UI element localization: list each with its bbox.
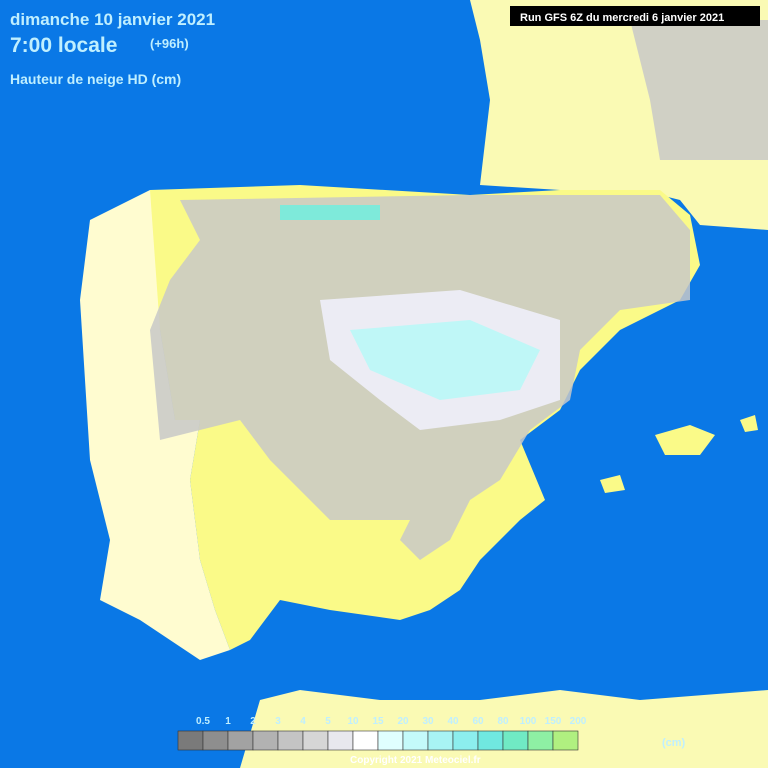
legend-swatch: [202, 730, 229, 751]
legend-label: 150: [545, 716, 562, 727]
legend-label: 100: [520, 716, 537, 727]
legend-unit: (cm): [662, 737, 686, 749]
legend-swatch: [227, 730, 254, 751]
legend-swatch: [552, 730, 579, 751]
date: dimanche 10 janvier 2021: [10, 10, 215, 29]
legend-label: 30: [422, 716, 434, 727]
legend-swatch: [377, 730, 404, 751]
africa: [240, 690, 768, 768]
legend-swatch: [427, 730, 454, 751]
run: Run GFS 6Z du mercredi 6 janvier 2021: [520, 12, 724, 24]
legend-label: 80: [497, 716, 509, 727]
legend-label: 10: [347, 716, 359, 727]
snow-alps: [630, 20, 768, 160]
legend-label: 2: [250, 716, 256, 727]
field: Hauteur de neige HD (cm): [10, 71, 181, 87]
time: 7:00 locale: [10, 34, 117, 57]
menorca: [740, 415, 758, 432]
legend-label: 1: [225, 716, 231, 727]
legend-swatch: [252, 730, 279, 751]
legend-label: 20: [397, 716, 409, 727]
legend-swatch: [177, 730, 204, 751]
snow-deeper: [350, 320, 540, 400]
legend-swatch: [352, 730, 379, 751]
legend-swatch: [277, 730, 304, 751]
portugal: [80, 190, 230, 660]
legend-swatch: [502, 730, 529, 751]
legend-swatch: [527, 730, 554, 751]
legend-label: 5: [325, 716, 331, 727]
legend-label: 15: [372, 716, 384, 727]
mallorca: [655, 425, 715, 455]
legend-swatch: [302, 730, 329, 751]
ibiza: [600, 475, 625, 493]
legend-label: 40: [447, 716, 459, 727]
legend-swatch: [402, 730, 429, 751]
lead: (+96h): [150, 36, 189, 51]
legend: 0.5 1 2 3 4 5 10 15 20 30 40 60 80 100 150 200: [177, 716, 587, 751]
legend-label: 0.5: [196, 716, 210, 727]
legend-label: 3: [275, 716, 281, 727]
legend-swatch: [477, 730, 504, 751]
legend-label: 60: [472, 716, 484, 727]
run-box: [510, 6, 760, 26]
legend-swatch: [327, 730, 354, 751]
legend-label: 4: [300, 716, 306, 727]
snow-peak: [280, 205, 380, 220]
legend-swatch: [452, 730, 479, 751]
copyright: Copyright 2021 Meteociel.fr: [350, 755, 481, 766]
legend-label: 200: [570, 716, 587, 727]
